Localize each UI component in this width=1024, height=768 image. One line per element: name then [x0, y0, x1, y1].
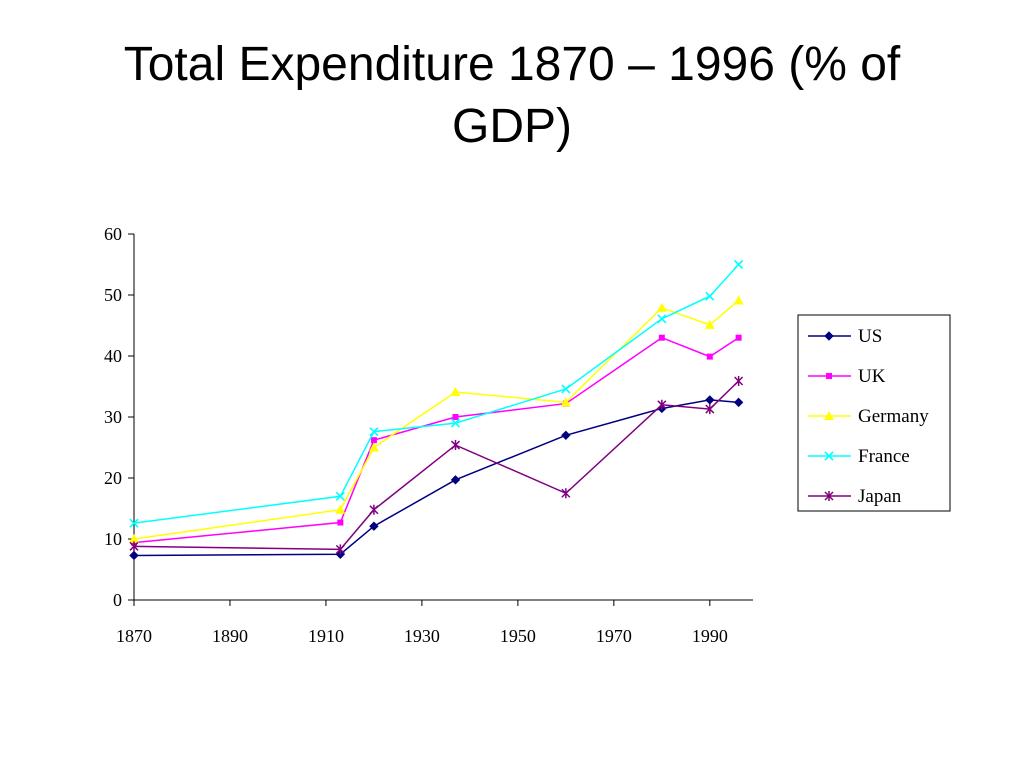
legend-item-france: France: [808, 446, 910, 467]
y-tick-label: 10: [104, 529, 122, 549]
legend-swatch-marker: [826, 373, 832, 379]
data-point-germany: [733, 295, 744, 305]
x-tick-label: 1930: [404, 626, 440, 646]
data-point-france: [734, 259, 744, 270]
chart-axes: 0 10 20 30 40 50 60 1870 1890 1910 1930 1950 1970 199…: [104, 224, 753, 646]
data-point-japan: [657, 399, 667, 410]
data-point-germany: [129, 534, 139, 543]
legend-label: US: [858, 326, 882, 347]
data-point-us: [369, 521, 379, 531]
series-japan: [129, 376, 744, 555]
series-uk: [131, 334, 742, 546]
data-point-france: [657, 314, 667, 324]
data-point-france: [705, 291, 715, 301]
y-tick-label: 60: [104, 224, 122, 244]
y-tick-label: 0: [113, 590, 122, 610]
x-tick-label: 1910: [308, 626, 344, 646]
y-tick-label: 40: [104, 346, 122, 366]
data-point-japan: [705, 404, 715, 415]
x-tick-label: 1950: [500, 626, 536, 646]
data-point-uk: [706, 353, 713, 360]
series-germany: [129, 295, 744, 543]
legend-label: France: [858, 446, 910, 467]
series-line-japan: [133, 380, 740, 551]
legend-item-us: US: [808, 326, 882, 347]
data-point-france: [369, 427, 379, 437]
data-point-uk: [658, 334, 665, 341]
legend-label: Germany: [858, 406, 929, 427]
y-tick-label: 20: [104, 468, 122, 488]
data-point-france: [561, 384, 571, 394]
legend-label: Japan: [858, 486, 902, 507]
data-point-us: [561, 430, 571, 441]
legend-swatch-marker: [824, 331, 834, 341]
chart-legend: US UK Germany France Japan: [797, 314, 951, 512]
x-tick-label: 1970: [596, 626, 632, 646]
legend-item-germany: Germany: [808, 406, 929, 427]
y-tick-label: 30: [104, 407, 122, 427]
data-point-japan: [734, 376, 744, 387]
data-point-uk: [735, 334, 742, 341]
series-france: [129, 259, 744, 528]
data-point-japan: [369, 504, 379, 515]
slide-title: Total Expenditure 1870 – 1996 (% of GDP): [123, 38, 901, 153]
data-point-uk: [337, 519, 344, 526]
series-us: [129, 395, 744, 561]
series-line-france: [133, 263, 740, 524]
legend-item-japan: Japan: [808, 486, 902, 507]
data-point-us: [129, 550, 139, 561]
data-point-germany: [335, 504, 346, 514]
chart-series: [129, 259, 744, 561]
data-point-us: [733, 397, 744, 408]
data-point-france: [129, 518, 139, 528]
x-tick-label: 1870: [116, 626, 152, 646]
series-line-germany: [133, 299, 740, 540]
series-line-us: [133, 399, 739, 557]
y-tick-label: 50: [104, 285, 122, 305]
legend-swatch-marker: [824, 451, 834, 461]
data-point-germany: [450, 386, 461, 396]
data-point-japan: [450, 440, 461, 451]
data-point-uk: [370, 437, 377, 444]
data-point-japan: [561, 488, 571, 499]
data-point-uk: [452, 414, 459, 420]
legend-box: [797, 314, 951, 512]
data-point-us: [705, 395, 715, 405]
legend-item-uk: UK: [808, 366, 886, 387]
data-point-germany: [656, 302, 667, 312]
data-point-france: [450, 418, 461, 428]
series-line-uk: [133, 336, 740, 544]
legend-swatch-marker: [824, 491, 834, 501]
legend-swatch-marker: [824, 411, 834, 420]
data-point-japan: [335, 544, 345, 555]
data-point-germany: [704, 319, 715, 329]
data-point-japan: [129, 541, 139, 552]
x-tick-label: 1890: [212, 626, 248, 646]
data-point-france: [335, 491, 345, 501]
data-point-germany: [368, 442, 379, 452]
legend-label: UK: [858, 366, 886, 387]
data-point-germany: [560, 397, 571, 407]
x-tick-label: 1990: [692, 626, 728, 646]
data-point-us: [450, 475, 461, 485]
